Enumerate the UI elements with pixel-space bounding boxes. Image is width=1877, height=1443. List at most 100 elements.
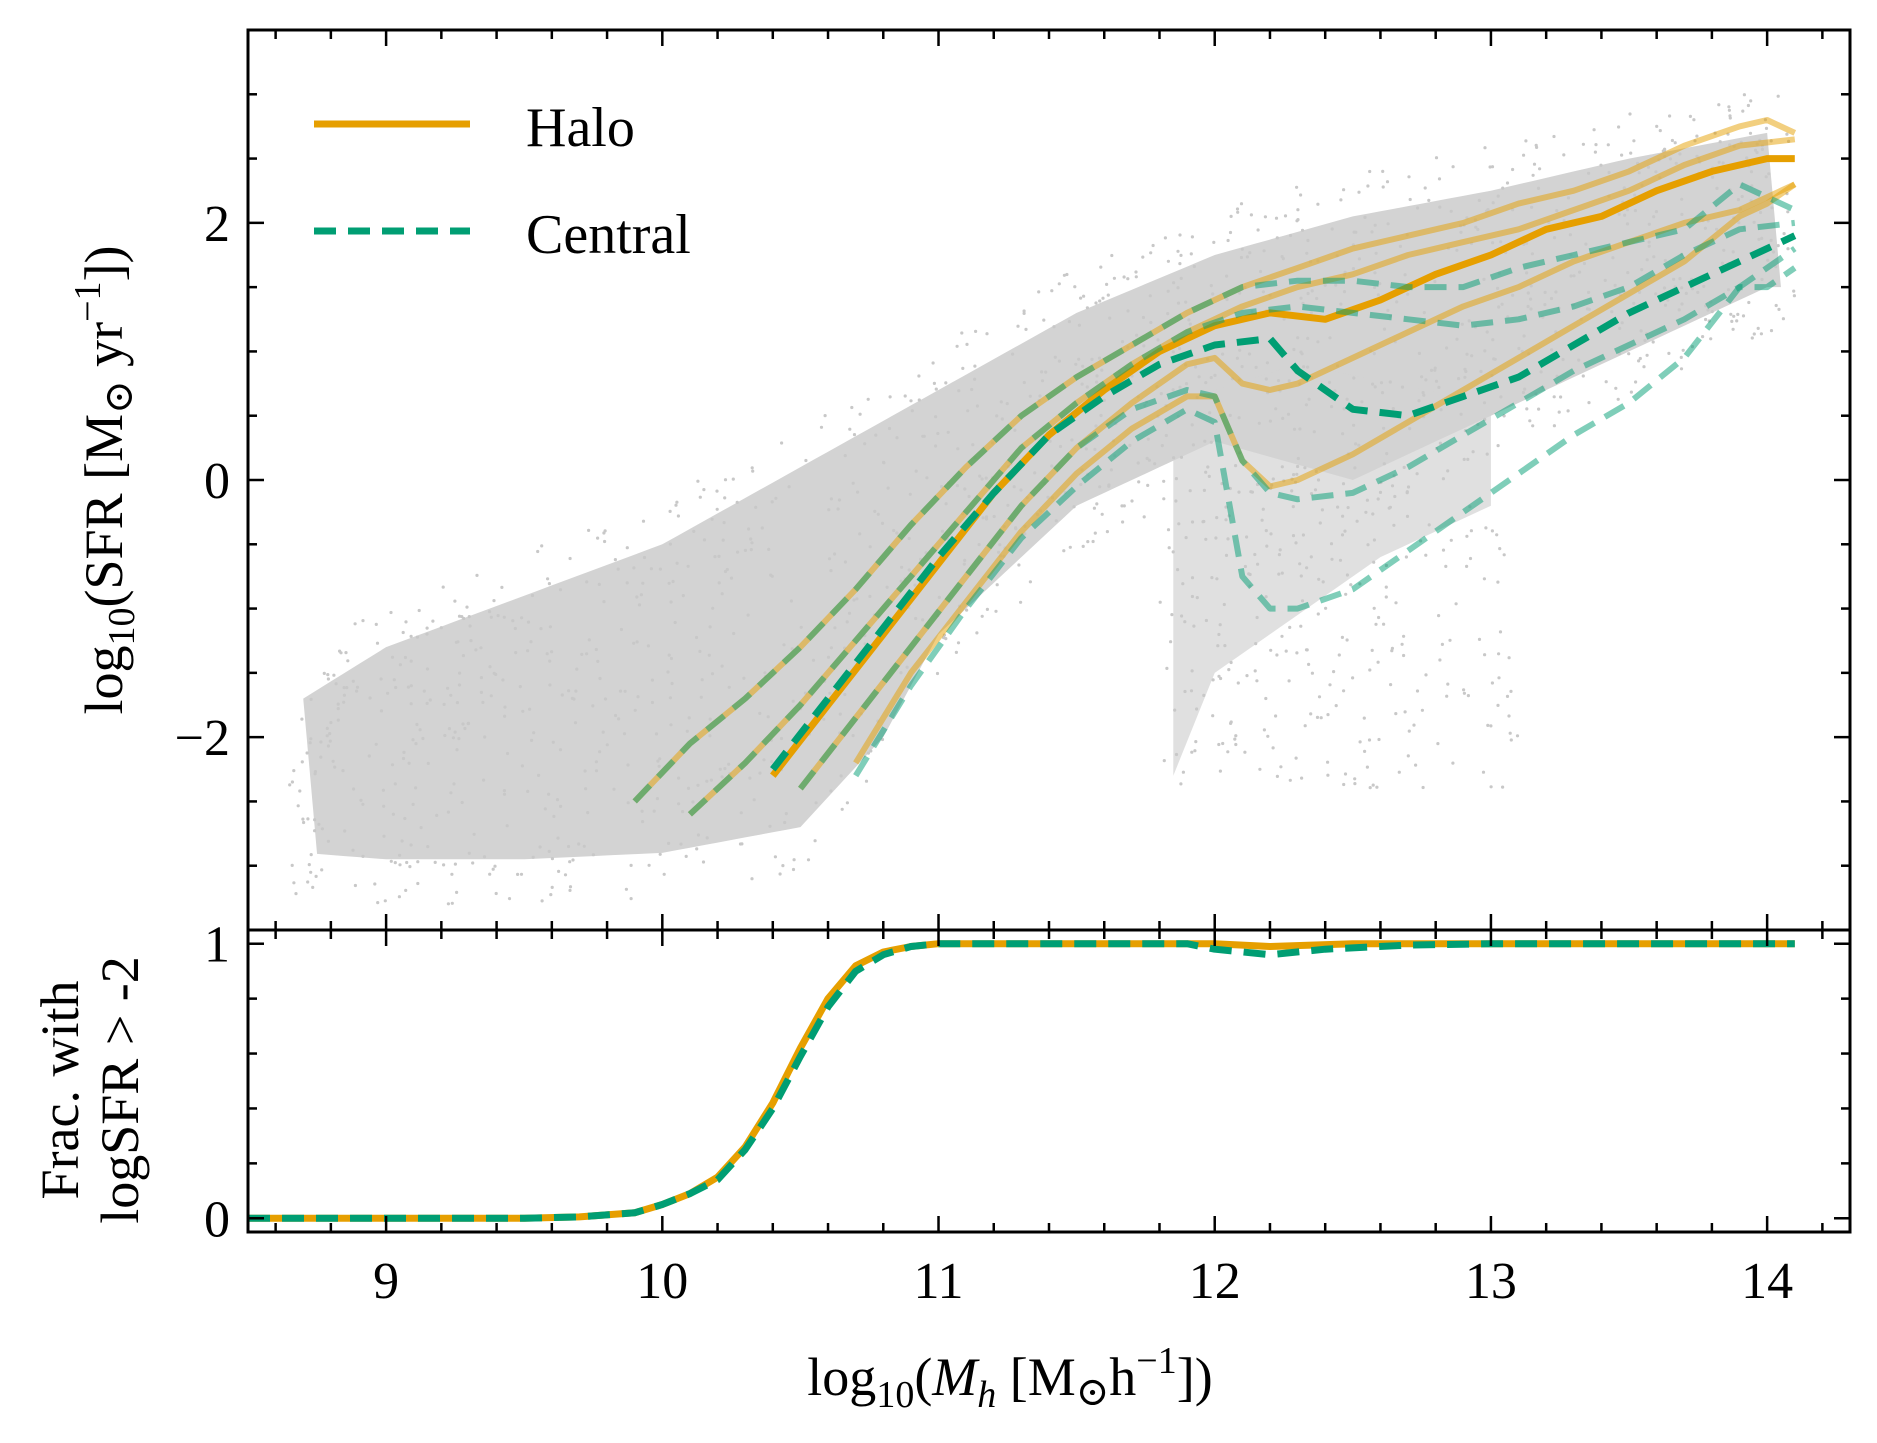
scatter-point: [1333, 389, 1337, 393]
scatter-point: [1301, 533, 1305, 537]
scatter-point: [1271, 477, 1275, 481]
scatter-point: [1184, 300, 1188, 304]
scatter-point: [1282, 317, 1286, 321]
scatter-point: [1640, 268, 1644, 272]
scatter-point: [1101, 296, 1105, 300]
scatter-point: [521, 709, 525, 713]
scatter-point: [1174, 499, 1178, 503]
scatter-point: [1529, 307, 1533, 311]
scatter-point: [833, 552, 837, 556]
scatter-point: [702, 488, 706, 492]
scatter-point: [598, 676, 602, 681]
scatter-point: [905, 665, 909, 669]
bottom-y-tick-labels: 01: [204, 917, 230, 1249]
scatter-point: [1288, 778, 1292, 782]
scatter-point: [1019, 488, 1023, 492]
scatter-point: [1357, 443, 1361, 447]
scatter-point: [1440, 642, 1444, 647]
scatter-point: [1654, 210, 1658, 214]
scatter-point: [1509, 689, 1513, 694]
scatter-point: [1248, 251, 1252, 255]
scatter-point: [1557, 410, 1561, 414]
scatter-point: [1497, 676, 1501, 680]
scatter-point: [671, 579, 675, 584]
scatter-point: [493, 864, 497, 868]
scatter-point: [1658, 129, 1662, 133]
scatter-point: [1013, 428, 1017, 432]
scatter-point: [743, 548, 748, 553]
scatter-point: [463, 726, 467, 731]
scatter-point: [760, 526, 764, 530]
scatter-point: [1711, 175, 1715, 179]
scatter-point: [1445, 694, 1449, 698]
scatter-point: [1164, 433, 1168, 438]
scatter-point: [1296, 336, 1300, 340]
scatter-point: [895, 436, 899, 440]
scatter-point: [502, 615, 506, 619]
scatter-point: [1189, 252, 1193, 256]
scatter-point: [1509, 738, 1513, 742]
scatter-point: [1070, 438, 1074, 442]
scatter-point: [623, 689, 627, 693]
scatter-point: [317, 822, 321, 826]
scatter-point: [1239, 255, 1243, 260]
scatter-point: [1438, 658, 1442, 662]
scatter-point: [1381, 169, 1385, 173]
scatter-point: [1654, 170, 1658, 174]
scatter-point: [1594, 143, 1598, 147]
scatter-point: [1016, 324, 1020, 328]
scatter-point: [852, 433, 857, 437]
x-tick-label: 14: [1741, 1253, 1793, 1310]
scatter-point: [520, 616, 524, 620]
scatter-point: [393, 782, 397, 786]
scatter-point: [1330, 405, 1334, 409]
scatter-point: [708, 717, 712, 721]
scatter-point: [1291, 534, 1296, 538]
scatter-point: [850, 405, 854, 410]
scatter-point: [1468, 556, 1473, 561]
scatter-point: [731, 477, 735, 481]
scatter-point: [1446, 469, 1450, 473]
scatter-point: [770, 760, 774, 764]
scatter-point: [496, 614, 500, 618]
scatter-point: [1437, 177, 1442, 181]
scatter-point: [1393, 494, 1397, 499]
scatter-point: [342, 700, 346, 704]
scatter-point: [1449, 209, 1453, 213]
scatter-point: [573, 721, 578, 725]
scatter-point: [1160, 444, 1164, 448]
scatter-point: [425, 667, 430, 671]
scatter-point: [1122, 275, 1126, 279]
scatter-point: [305, 751, 309, 755]
scatter-point: [1382, 462, 1386, 466]
scatter-point: [1201, 520, 1205, 524]
scatter-point: [1238, 291, 1242, 295]
scatter-point: [494, 891, 498, 896]
scatter-point: [1334, 283, 1338, 287]
scatter-point: [537, 773, 541, 778]
scatter-point: [851, 481, 855, 485]
scatter-point: [866, 751, 871, 755]
scatter-point: [319, 755, 323, 759]
scatter-point: [732, 631, 736, 636]
x-tick-label: 12: [1189, 1253, 1241, 1310]
scatter-point: [1441, 477, 1445, 481]
scatter-point: [1167, 546, 1171, 550]
scatter-point: [1677, 308, 1681, 312]
scatter-point: [1137, 480, 1141, 484]
scatter-point: [336, 707, 340, 711]
scatter-point: [670, 681, 674, 686]
scatter-point: [629, 897, 633, 901]
central-line-lower-2: [853, 265, 1797, 778]
scatter-point: [505, 824, 509, 828]
scatter-point: [1552, 236, 1557, 240]
scatter-point: [868, 594, 872, 599]
scatter-point: [1717, 103, 1721, 107]
scatter-point: [1098, 485, 1102, 489]
scatter-point: [1354, 230, 1358, 234]
scatter-point: [934, 415, 938, 419]
scatter-point: [673, 620, 677, 625]
scatter-point: [1223, 644, 1227, 648]
scatter-point: [1291, 505, 1295, 509]
scatter-point: [1633, 193, 1637, 197]
